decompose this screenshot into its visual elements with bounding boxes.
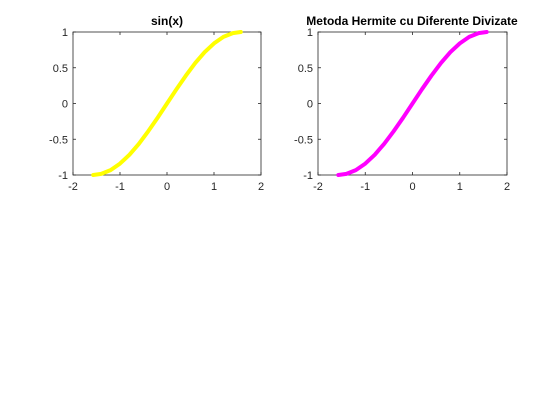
chart-hermite: Metoda Hermite cu Diferente Divizate -2-…	[294, 14, 518, 193]
y-tick-label: 0	[62, 99, 68, 111]
x-tick-label: 2	[258, 181, 264, 193]
chart-title: sin(x)	[151, 14, 183, 28]
x-tick-label: -1	[360, 181, 370, 193]
y-tick-label: 0.5	[53, 63, 68, 75]
chart-title: Metoda Hermite cu Diferente Divizate	[306, 14, 518, 28]
y-tick-label: 1	[307, 27, 313, 39]
y-tick-label: -0.5	[49, 134, 68, 146]
x-tick-label: -1	[115, 181, 125, 193]
y-tick-label: -0.5	[294, 134, 313, 146]
y-tick-label: -1	[58, 170, 68, 182]
x-tick-label: 0	[164, 181, 170, 193]
x-tick-label: 2	[504, 181, 510, 193]
y-tick-label: 0.5	[298, 63, 313, 75]
y-tick-label: 1	[62, 27, 68, 39]
x-tick-label: 1	[457, 181, 463, 193]
x-tick-label: -2	[68, 181, 78, 193]
x-tick-label: 1	[211, 181, 217, 193]
x-tick-label: -2	[313, 181, 323, 193]
x-tick-label: 0	[409, 181, 415, 193]
y-tick-label: 0	[307, 99, 313, 111]
chart-sin: sin(x) -2 -1 0 1 2-1-0.500.51	[49, 14, 264, 193]
y-tick-label: -1	[303, 170, 313, 182]
